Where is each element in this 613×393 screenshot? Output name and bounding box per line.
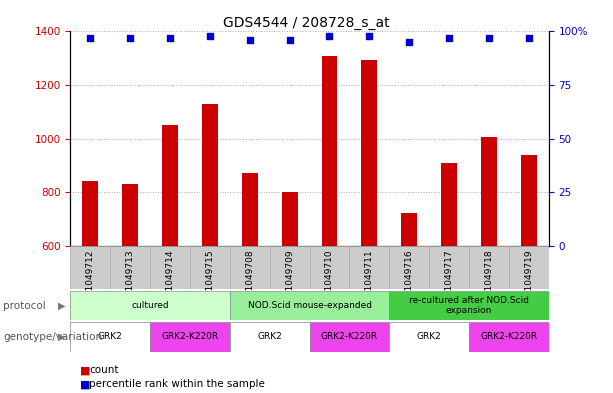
Bar — [310, 246, 349, 289]
Bar — [402, 213, 417, 246]
Text: GRK2-K220R: GRK2-K220R — [480, 332, 538, 342]
Text: GSM1049717: GSM1049717 — [444, 250, 454, 310]
Bar — [469, 322, 549, 352]
Bar — [270, 246, 310, 289]
Text: GRK2: GRK2 — [417, 332, 441, 342]
Text: ▶: ▶ — [58, 332, 66, 342]
Text: protocol: protocol — [3, 301, 46, 310]
Point — [166, 35, 175, 41]
Bar — [70, 246, 110, 289]
Bar — [70, 291, 230, 320]
Bar — [389, 322, 469, 352]
Point — [284, 37, 294, 43]
Bar — [83, 181, 99, 246]
Text: GSM1049716: GSM1049716 — [405, 250, 414, 310]
Point — [444, 35, 454, 41]
Bar — [310, 322, 389, 352]
Text: percentile rank within the sample: percentile rank within the sample — [89, 379, 265, 389]
Text: GSM1049718: GSM1049718 — [484, 250, 493, 310]
Bar — [230, 246, 270, 289]
Text: GSM1049713: GSM1049713 — [126, 250, 135, 310]
Text: GSM1049711: GSM1049711 — [365, 250, 374, 310]
Text: cultured: cultured — [131, 301, 169, 310]
Bar — [150, 322, 230, 352]
Bar — [162, 125, 178, 246]
Point — [205, 33, 215, 39]
Text: GRK2-K220R: GRK2-K220R — [161, 332, 219, 342]
Bar — [70, 322, 150, 352]
Bar — [441, 163, 457, 246]
Text: genotype/variation: genotype/variation — [3, 332, 102, 342]
Bar — [150, 246, 190, 289]
Point — [405, 39, 414, 45]
Text: GRK2: GRK2 — [98, 332, 123, 342]
Point — [484, 35, 494, 41]
Text: GSM1049710: GSM1049710 — [325, 250, 334, 310]
Point — [364, 33, 374, 39]
Text: GSM1049719: GSM1049719 — [524, 250, 533, 310]
Text: GSM1049714: GSM1049714 — [166, 250, 175, 310]
Bar — [242, 173, 258, 246]
Bar — [123, 184, 139, 246]
Text: GDS4544 / 208728_s_at: GDS4544 / 208728_s_at — [223, 16, 390, 30]
Text: GSM1049709: GSM1049709 — [285, 250, 294, 310]
Text: ■: ■ — [80, 365, 90, 375]
Text: NOD.Scid mouse-expanded: NOD.Scid mouse-expanded — [248, 301, 371, 310]
Bar — [190, 246, 230, 289]
Bar — [230, 291, 389, 320]
Bar — [389, 291, 549, 320]
Bar — [230, 322, 310, 352]
Bar — [521, 154, 537, 246]
Text: GRK2-K220R: GRK2-K220R — [321, 332, 378, 342]
Point — [125, 35, 135, 41]
Bar — [349, 246, 389, 289]
Bar — [429, 246, 469, 289]
Bar — [481, 137, 497, 246]
Bar — [282, 192, 298, 246]
Bar — [469, 246, 509, 289]
Text: GSM1049715: GSM1049715 — [205, 250, 215, 310]
Text: GRK2: GRK2 — [257, 332, 282, 342]
Point — [245, 37, 255, 43]
Point — [325, 33, 335, 39]
Text: GSM1049712: GSM1049712 — [86, 250, 95, 310]
Text: GSM1049708: GSM1049708 — [245, 250, 254, 310]
Point — [86, 35, 96, 41]
Bar — [202, 104, 218, 246]
Point — [524, 35, 533, 41]
Text: ▶: ▶ — [58, 301, 66, 310]
Bar — [389, 246, 429, 289]
Bar — [322, 55, 337, 246]
Bar — [110, 246, 150, 289]
Text: re-cultured after NOD.Scid
expansion: re-cultured after NOD.Scid expansion — [409, 296, 529, 315]
Bar — [362, 60, 377, 246]
Text: count: count — [89, 365, 118, 375]
Text: ■: ■ — [80, 379, 90, 389]
Bar — [509, 246, 549, 289]
